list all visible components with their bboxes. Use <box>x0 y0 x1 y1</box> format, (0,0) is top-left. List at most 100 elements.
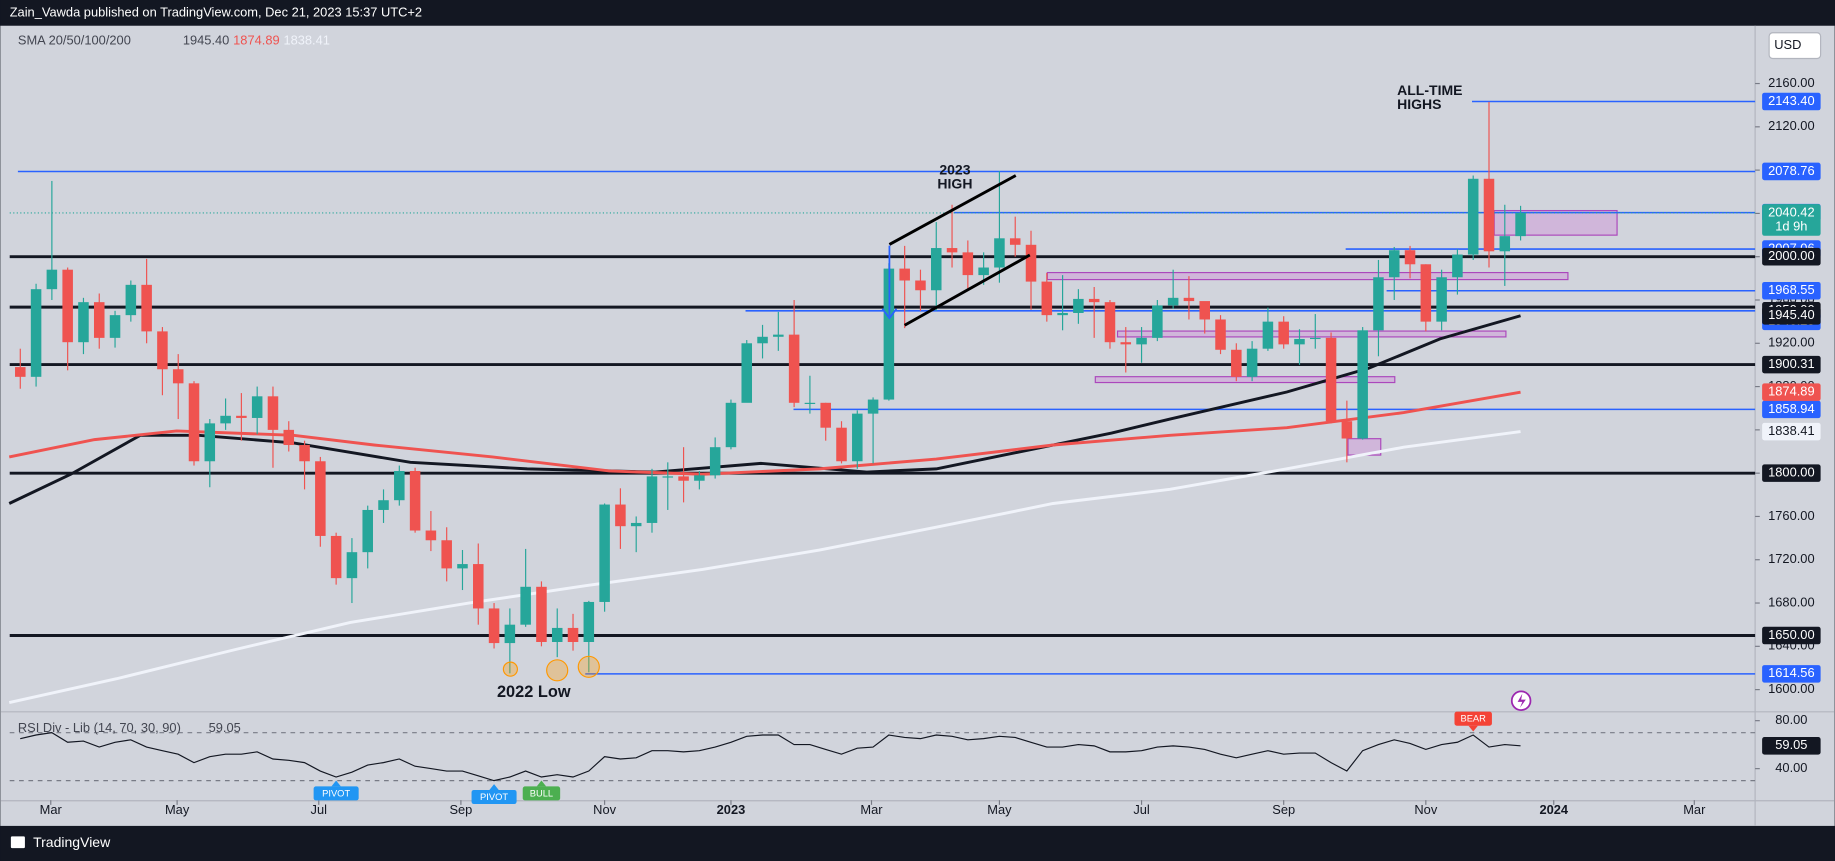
rsi-line <box>20 732 1521 782</box>
price-tag-label: 2078.76 <box>1768 163 1814 178</box>
candle-body <box>1467 178 1479 255</box>
candle-body <box>630 522 642 527</box>
candle-body <box>1246 348 1258 377</box>
candle-body <box>867 399 879 414</box>
y-tick-label: 1600.00 <box>1768 681 1814 696</box>
publisher: Zain_Vawda published on TradingView.com,… <box>10 4 422 19</box>
zone <box>1094 376 1396 384</box>
candle-body <box>1104 302 1116 343</box>
price-tag <box>1762 737 1821 755</box>
currency[interactable]: USD <box>1774 37 1801 52</box>
candle-body <box>694 475 705 481</box>
zone <box>1046 271 1569 281</box>
y-tick-label: 80.00 <box>1775 712 1807 727</box>
candle-body <box>315 461 326 536</box>
trend-line <box>888 174 1017 246</box>
candle-body <box>378 500 389 510</box>
y-tick-label: 1920.00 <box>1768 335 1814 350</box>
candle-body <box>741 343 753 403</box>
price-tag-label: 1614.56 <box>1768 665 1814 680</box>
y-tick-label: 40.00 <box>1775 760 1807 775</box>
signal-pointer <box>331 780 341 787</box>
candle-body <box>1483 178 1495 252</box>
alert-bolt <box>1517 693 1526 708</box>
candle-body <box>1452 254 1463 278</box>
signal-label: BEAR <box>1460 714 1486 724</box>
candle-body <box>883 268 895 400</box>
candle-body <box>157 331 168 370</box>
candle-body <box>599 504 610 602</box>
signal-pointer <box>1468 725 1478 732</box>
candle-body <box>662 476 674 478</box>
candle-body <box>330 535 342 579</box>
candle-body <box>646 476 658 523</box>
currency-button[interactable] <box>1768 32 1822 60</box>
signal-badge <box>1454 711 1492 726</box>
candle-body <box>1294 338 1305 345</box>
y-tick-label: 2120.00 <box>1768 118 1814 133</box>
price-tag <box>1762 162 1821 181</box>
candle-body <box>172 369 184 384</box>
candle-body <box>536 586 547 642</box>
footer: TradingView <box>33 834 111 850</box>
price-tag-label: 2000.00 <box>1768 248 1814 263</box>
candle-body <box>409 470 421 531</box>
price-tag <box>1762 400 1821 419</box>
signal-label: PIVOT <box>480 792 508 802</box>
candle-body <box>836 427 847 462</box>
candle-body <box>283 429 295 446</box>
x-tick-label: May <box>165 802 190 817</box>
candle-body <box>725 402 737 448</box>
annotation: 2023 <box>939 161 970 177</box>
candle-body <box>394 470 405 501</box>
x-tick-label: Nov <box>593 802 616 817</box>
chart-background <box>0 25 1835 826</box>
candle-body <box>1057 312 1068 316</box>
price-tag-label: 1874.89 <box>1768 383 1814 398</box>
rsi-legend: RSI Div - Lib (14, 70, 30, 90) <box>18 720 181 735</box>
candle-body <box>346 552 358 579</box>
x-tick-label: Jul <box>1133 802 1149 817</box>
price-tag-label: 1968.55 <box>1768 282 1814 297</box>
signal-badge <box>471 789 517 805</box>
candle-body <box>1073 298 1084 313</box>
price-tag <box>1762 92 1821 111</box>
candle-body <box>852 413 863 462</box>
plot-layer: PIVOT PIVOT BULL BEAR <box>15 101 1526 805</box>
candle-body <box>1120 342 1132 345</box>
signal-badge <box>522 786 561 801</box>
candle-body <box>1388 250 1400 278</box>
candle-body <box>1499 236 1511 252</box>
price-tags: 2143.402078.762040.752007.062000.001968.… <box>1762 92 1821 755</box>
overlay-layer: 2023 HIGH ALL-TIME HIGHS 2022 Low <box>497 82 1532 711</box>
x-tick-label: Sep <box>1272 802 1295 817</box>
price-tag <box>1762 626 1821 645</box>
y-tick-label: 1760.00 <box>1768 508 1814 523</box>
candle-body <box>46 269 58 290</box>
annotation: HIGH <box>937 176 972 192</box>
logo-mark <box>10 836 25 849</box>
zone <box>1493 209 1618 236</box>
candle-body <box>1262 321 1274 349</box>
annotation: ALL-TIME <box>1397 82 1462 98</box>
candle-body <box>1136 337 1147 345</box>
signal-pointer <box>536 780 547 787</box>
candle-body <box>1183 297 1195 302</box>
candle-body <box>267 396 279 430</box>
signal-badge <box>313 786 359 801</box>
x-tick-label: Nov <box>1414 802 1437 817</box>
x-tick-label: Sep <box>449 802 472 817</box>
candle-body <box>473 564 484 609</box>
y-tick-label: 2160.00 <box>1768 75 1814 90</box>
zone <box>1116 330 1507 338</box>
candle-body <box>488 608 500 644</box>
price-tag <box>1762 665 1821 683</box>
y-tick-label: 1680.00 <box>1768 594 1814 609</box>
annotation: HIGHS <box>1397 96 1441 112</box>
x-tick-label: 2023 <box>717 802 746 817</box>
candle-body <box>1088 298 1100 303</box>
low-marker <box>577 655 600 678</box>
trend-line <box>903 253 1031 327</box>
low-marker <box>502 661 519 677</box>
